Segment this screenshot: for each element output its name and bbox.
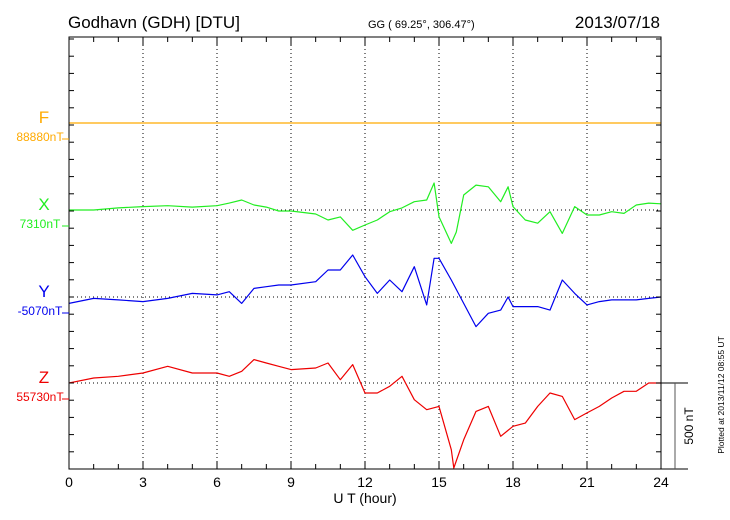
x-tick-label: 15 <box>431 474 447 490</box>
series-labels: F 88880nT X 7310nT Y -5070nT Z 55730nT <box>16 108 69 404</box>
station-title: Godhavn (GDH) [DTU] <box>68 13 240 32</box>
station-coords: GG ( 69.25°, 306.47°) <box>368 19 475 31</box>
trace-x <box>69 182 662 244</box>
series-baseline-z: 55730nT <box>16 390 64 404</box>
trace-y <box>68 254 662 328</box>
x-tick-label: 0 <box>65 474 73 490</box>
series-baseline-y: -5070nT <box>18 304 63 318</box>
x-tick-label: 18 <box>505 474 521 490</box>
series-name-y: Y <box>38 282 49 301</box>
series-baseline-f: 88880nT <box>16 130 64 144</box>
x-tick-label: 3 <box>139 474 147 490</box>
scale-bar: 500 nT <box>661 382 696 470</box>
x-tick-label: 24 <box>653 474 669 490</box>
x-tick-label: 12 <box>357 474 373 490</box>
series-name-z: Z <box>39 368 49 387</box>
series-name-f: F <box>39 108 49 127</box>
series-baseline-x: 7310nT <box>20 217 61 231</box>
grid <box>69 37 661 469</box>
axes: 0 3 6 9 12 15 18 21 24 <box>65 37 669 490</box>
chart-date: 2013/07/18 <box>575 13 660 32</box>
x-tick-label: 21 <box>579 474 595 490</box>
x-tick-label: 9 <box>287 474 295 490</box>
traces <box>68 122 662 469</box>
trace-z <box>68 359 661 469</box>
series-name-x: X <box>38 195 49 214</box>
plotted-timestamp: Plotted at 2013/11/12 08:55 UT <box>716 336 726 454</box>
scale-label: 500 nT <box>682 407 696 445</box>
x-tick-label: 6 <box>213 474 221 490</box>
x-axis-label: U T (hour) <box>333 490 396 506</box>
